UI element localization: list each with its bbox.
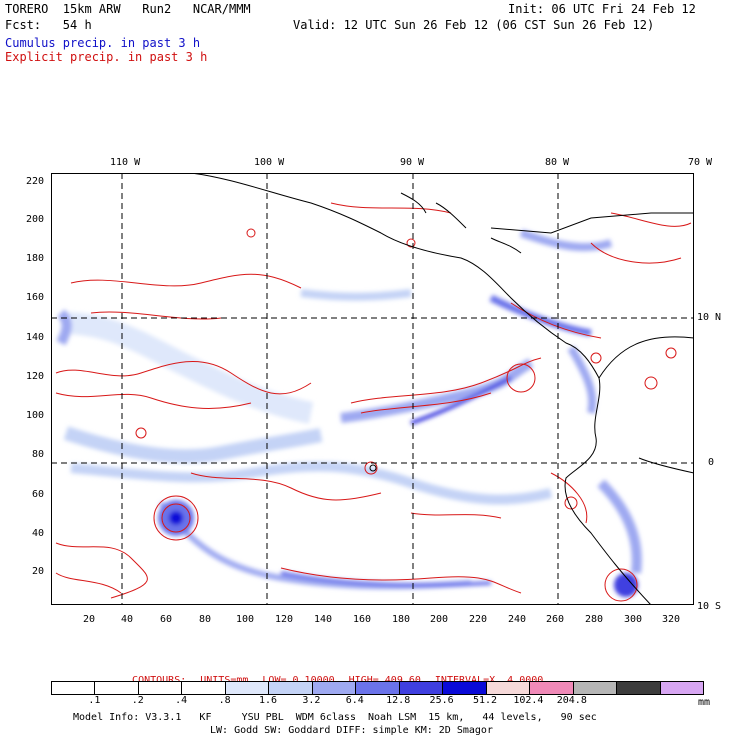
x-tick: 200 <box>430 614 449 625</box>
explicit-precip-contours <box>55 202 692 602</box>
cumulus-precip-layer <box>56 229 642 597</box>
y-tick: 140 <box>26 332 45 343</box>
colorbar-labels: .1 .2 .4 .8 1.6 3.2 6.4 12.8 25.6 51.2 102.4 204.8 <box>51 695 702 707</box>
y-tick: 60 <box>32 489 45 500</box>
contour-info: CONTOURS: UNITS=mm LOW= 0.10000 HIGH= 409.6… <box>120 664 557 686</box>
colorbar-swatch <box>225 682 270 694</box>
x-tick: 120 <box>275 614 294 625</box>
colorbar-swatch <box>443 682 487 694</box>
physics-info: LW: Godd SW: Goddard DIFF: simple KM: 2D… <box>210 725 493 736</box>
precip-colorbar <box>51 681 704 695</box>
colorbar-swatch <box>486 682 531 694</box>
colorbar-swatch <box>399 682 444 694</box>
x-tick: 160 <box>353 614 372 625</box>
x-tick: 60 <box>160 614 173 625</box>
x-tick: 260 <box>546 614 565 625</box>
colorbar-label: 6.4 <box>345 695 364 706</box>
colorbar-label: 204.8 <box>556 695 587 706</box>
colorbar-swatch <box>269 682 313 694</box>
forecast-hour: Fcst: 54 h <box>5 18 92 32</box>
model-info: Model Info: V3.3.1 KF YSU PBL WDM 6class… <box>73 712 597 723</box>
colorbar-swatch <box>617 682 661 694</box>
colorbar-swatch <box>52 682 96 694</box>
colorbar-label: .8 <box>218 695 231 706</box>
colorbar-swatch <box>530 682 574 694</box>
init-time: Init: 06 UTC Fri 24 Feb 12 <box>508 2 696 16</box>
y-tick: 40 <box>32 528 45 539</box>
colorbar-swatch <box>182 682 226 694</box>
contours-label: CONTOURS: <box>132 675 187 686</box>
x-tick: 100 <box>236 614 255 625</box>
map-frame <box>51 173 694 605</box>
x-tick: 80 <box>199 614 212 625</box>
contours-high: HIGH= 409.60 <box>348 675 421 686</box>
colorbar-swatch <box>312 682 357 694</box>
y-tick: 160 <box>26 292 45 303</box>
y-tick: 100 <box>26 410 45 421</box>
lat-lon-grid <box>51 173 694 605</box>
explicit-field-label: Explicit precip. in past 3 h <box>5 50 208 64</box>
colorbar-label: 102.4 <box>513 695 544 706</box>
colorbar-label: 12.8 <box>386 695 411 706</box>
x-tick: 40 <box>121 614 134 625</box>
model-title: TORERO 15km ARW Run2 NCAR/MMM <box>5 2 251 16</box>
colorbar-label: .2 <box>131 695 144 706</box>
precip-map <box>51 173 694 605</box>
y-tick: 80 <box>32 449 45 460</box>
colorbar-label: 3.2 <box>302 695 321 706</box>
cumulus-field-label: Cumulus precip. in past 3 h <box>5 36 201 50</box>
contours-low: LOW= 0.10000 <box>262 675 335 686</box>
lon-label-70w: 70 W <box>688 157 713 168</box>
x-tick: 300 <box>624 614 643 625</box>
x-tick: 280 <box>585 614 604 625</box>
y-tick: 120 <box>26 371 45 382</box>
colorbar-label: .4 <box>175 695 188 706</box>
lon-label-110w: 110 W <box>110 157 141 168</box>
colorbar-label: .1 <box>88 695 101 706</box>
colorbar-unit: mm <box>698 697 711 708</box>
valid-time: Valid: 12 UTC Sun 26 Feb 12 (06 CST Sun … <box>293 18 655 32</box>
y-tick: 220 <box>26 176 45 187</box>
x-tick: 140 <box>314 614 333 625</box>
lon-label-90w: 90 W <box>400 157 425 168</box>
x-tick: 20 <box>83 614 96 625</box>
colorbar-label: 1.6 <box>258 695 278 706</box>
y-tick: 200 <box>26 214 45 225</box>
map-background <box>51 173 694 605</box>
lat-label-10s: 10 S <box>697 601 722 612</box>
colorbar-label: 25.6 <box>429 695 454 706</box>
colorbar-swatch <box>356 682 400 694</box>
lon-label-80w: 80 W <box>545 157 570 168</box>
colorbar-swatch <box>95 682 139 694</box>
lat-label-0: 0 <box>708 457 715 468</box>
x-tick: 240 <box>508 614 527 625</box>
colorbar-swatch <box>138 682 183 694</box>
colorbar-swatch <box>660 682 704 694</box>
x-tick: 220 <box>469 614 488 625</box>
contours-units: UNITS=mm <box>200 675 249 686</box>
contours-interval: INTERVAL=X 4.0000 <box>434 675 544 686</box>
lon-label-100w: 100 W <box>254 157 285 168</box>
y-tick: 20 <box>32 566 45 577</box>
colorbar-swatch <box>573 682 618 694</box>
x-tick: 180 <box>392 614 411 625</box>
y-tick: 180 <box>26 253 45 264</box>
colorbar-label: 51.2 <box>472 695 498 706</box>
lat-label-10n: 10 N <box>697 312 722 323</box>
x-tick: 320 <box>662 614 681 625</box>
